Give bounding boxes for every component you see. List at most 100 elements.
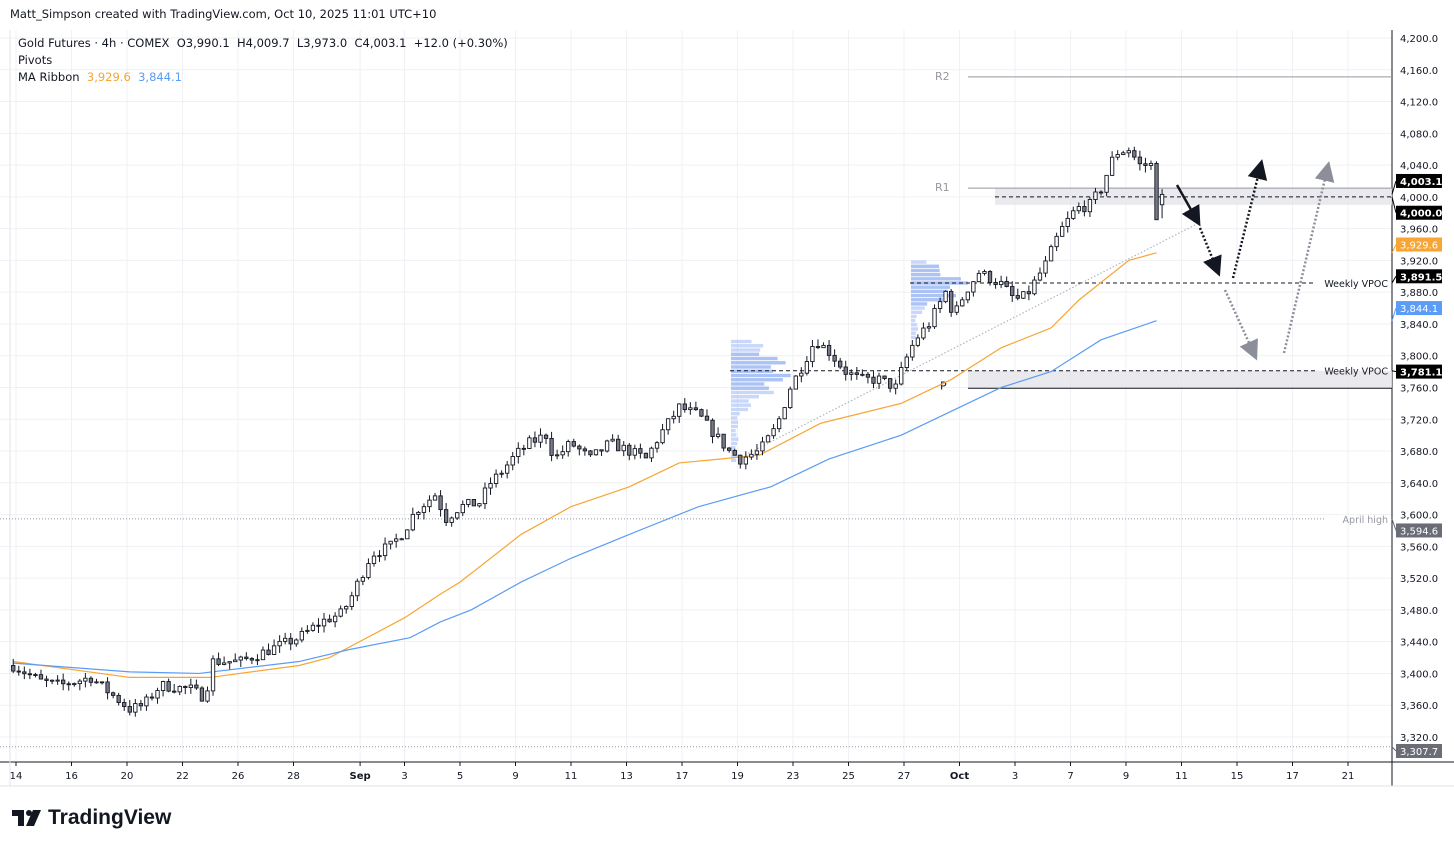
candle-up: [1021, 291, 1026, 299]
ma-slow-value: 3,844.1: [138, 70, 182, 84]
candle-down: [549, 437, 554, 456]
time-tick-label: Sep: [350, 771, 371, 782]
candle-up: [188, 684, 193, 689]
candle-down: [588, 450, 593, 456]
price-tick-label: 3,920.0: [1400, 256, 1438, 267]
candle-up: [477, 503, 482, 507]
price-badge-pointer: [1391, 180, 1397, 195]
time-axis[interactable]: 14 16 20 22 26 28 Sep 3 5 9 11 13 17 19 23 25 27 Oct 3 7 9 11…: [10, 762, 1355, 782]
price-badge-pointer: [1391, 307, 1397, 321]
time-tick-label: 15: [1231, 771, 1244, 782]
ma-ribbon-label: MA Ribbon: [18, 70, 80, 84]
candle-down: [61, 679, 66, 685]
candle-up: [410, 513, 415, 531]
volume-profile-bar: [731, 356, 778, 361]
price-badge-pointer: [1391, 746, 1397, 752]
price-badge-pointer: [1391, 518, 1397, 531]
candle-down: [949, 290, 954, 313]
volume-profile-bar: [731, 361, 786, 365]
candle-down: [727, 447, 732, 451]
volume-profile-bar: [911, 302, 928, 306]
candle-down: [127, 706, 132, 713]
tradingview-logo[interactable]: TradingView: [12, 806, 171, 830]
candle-up: [649, 447, 654, 459]
support-zone: [968, 370, 1392, 389]
candle-up: [1109, 156, 1115, 176]
price-badge: [1396, 523, 1442, 538]
candle-up: [332, 615, 338, 623]
volume-profile-bar: [911, 272, 941, 277]
candle-up: [876, 375, 882, 384]
volume-profile-bar: [911, 277, 961, 281]
candle-up: [233, 659, 238, 663]
price-badge-pointer: [1391, 276, 1397, 284]
candle-down: [599, 449, 604, 452]
candle-up: [421, 506, 427, 513]
candle-up: [1071, 210, 1076, 219]
candle-down: [438, 495, 443, 511]
volume-profile-bar: [731, 420, 739, 424]
price-badge: [1396, 205, 1442, 220]
candle-up: [554, 454, 560, 457]
candle-down: [987, 271, 993, 283]
price-tick-label: 3,960.0: [1400, 225, 1438, 236]
up-arrow-dotted: [1231, 159, 1268, 279]
volume-profile-bar: [731, 339, 752, 344]
candle-up: [677, 403, 682, 417]
weekly-vpoc-label: Weekly VPOC: [1324, 367, 1388, 378]
candle-up: [893, 383, 898, 389]
candle-down: [66, 683, 71, 686]
candle-up: [227, 661, 232, 664]
logo-text: TradingView: [48, 806, 172, 829]
ma-ribbon-legend[interactable]: MA Ribbon 3,929.6 3,844.1: [18, 69, 508, 86]
volume-profile-bar: [911, 264, 940, 268]
candle-down: [183, 685, 188, 689]
candle-up: [271, 645, 277, 655]
candle-up: [765, 435, 771, 443]
candle-up: [566, 441, 571, 453]
volume-profile-bar: [731, 348, 761, 352]
candle-down: [1026, 291, 1032, 295]
price-badge: [1396, 743, 1442, 758]
candle-up: [1037, 272, 1043, 281]
candle-up: [366, 563, 371, 578]
candle-up: [1148, 162, 1154, 166]
candle-up: [793, 375, 798, 390]
r1-label: R1: [935, 181, 950, 194]
pivots-indicator-label[interactable]: Pivots: [18, 53, 53, 67]
price-tick-label: 4,040.0: [1400, 161, 1438, 172]
candle-up: [799, 372, 804, 377]
candle-up: [749, 453, 754, 458]
price-tick-label: 4,200.0: [1400, 34, 1438, 45]
candle-down: [122, 702, 127, 707]
time-tick-label: 19: [731, 771, 744, 782]
candle-up: [821, 344, 826, 349]
candle-down: [443, 509, 449, 523]
candle-down: [693, 407, 699, 411]
price-axis[interactable]: 4,200.0 4,160.0 4,120.0 4,080.0 4,040.0 4,000…: [1391, 34, 1442, 758]
candle-down: [244, 656, 249, 659]
candle-up: [1104, 174, 1109, 193]
candle-up: [516, 447, 521, 457]
candle-up: [321, 618, 327, 627]
candle-down: [22, 671, 27, 675]
candle-down: [33, 674, 38, 677]
candle-down: [616, 438, 621, 452]
april-high-label: April high: [1343, 515, 1388, 526]
ohlc-close: C4,003.1: [354, 36, 407, 50]
price-badge-pointer: [1391, 370, 1397, 373]
candles: [11, 146, 1165, 717]
candle-up: [976, 272, 982, 283]
candle-up: [349, 595, 354, 607]
price-tick-label: 4,000.0: [1400, 193, 1438, 204]
candle-up: [360, 576, 366, 582]
candle-up: [1159, 193, 1165, 206]
volume-profile-bar: [731, 395, 759, 399]
candle-down: [327, 618, 332, 623]
symbol-legend-row[interactable]: Gold Futures · 4h · COMEX O3,990.1 H4,00…: [18, 35, 508, 52]
down-arrow-solid: [1175, 184, 1201, 227]
price-badge-text: 3,929.6: [1400, 241, 1438, 252]
volume-profile-bar: [911, 293, 956, 298]
candle-down: [1010, 286, 1015, 297]
